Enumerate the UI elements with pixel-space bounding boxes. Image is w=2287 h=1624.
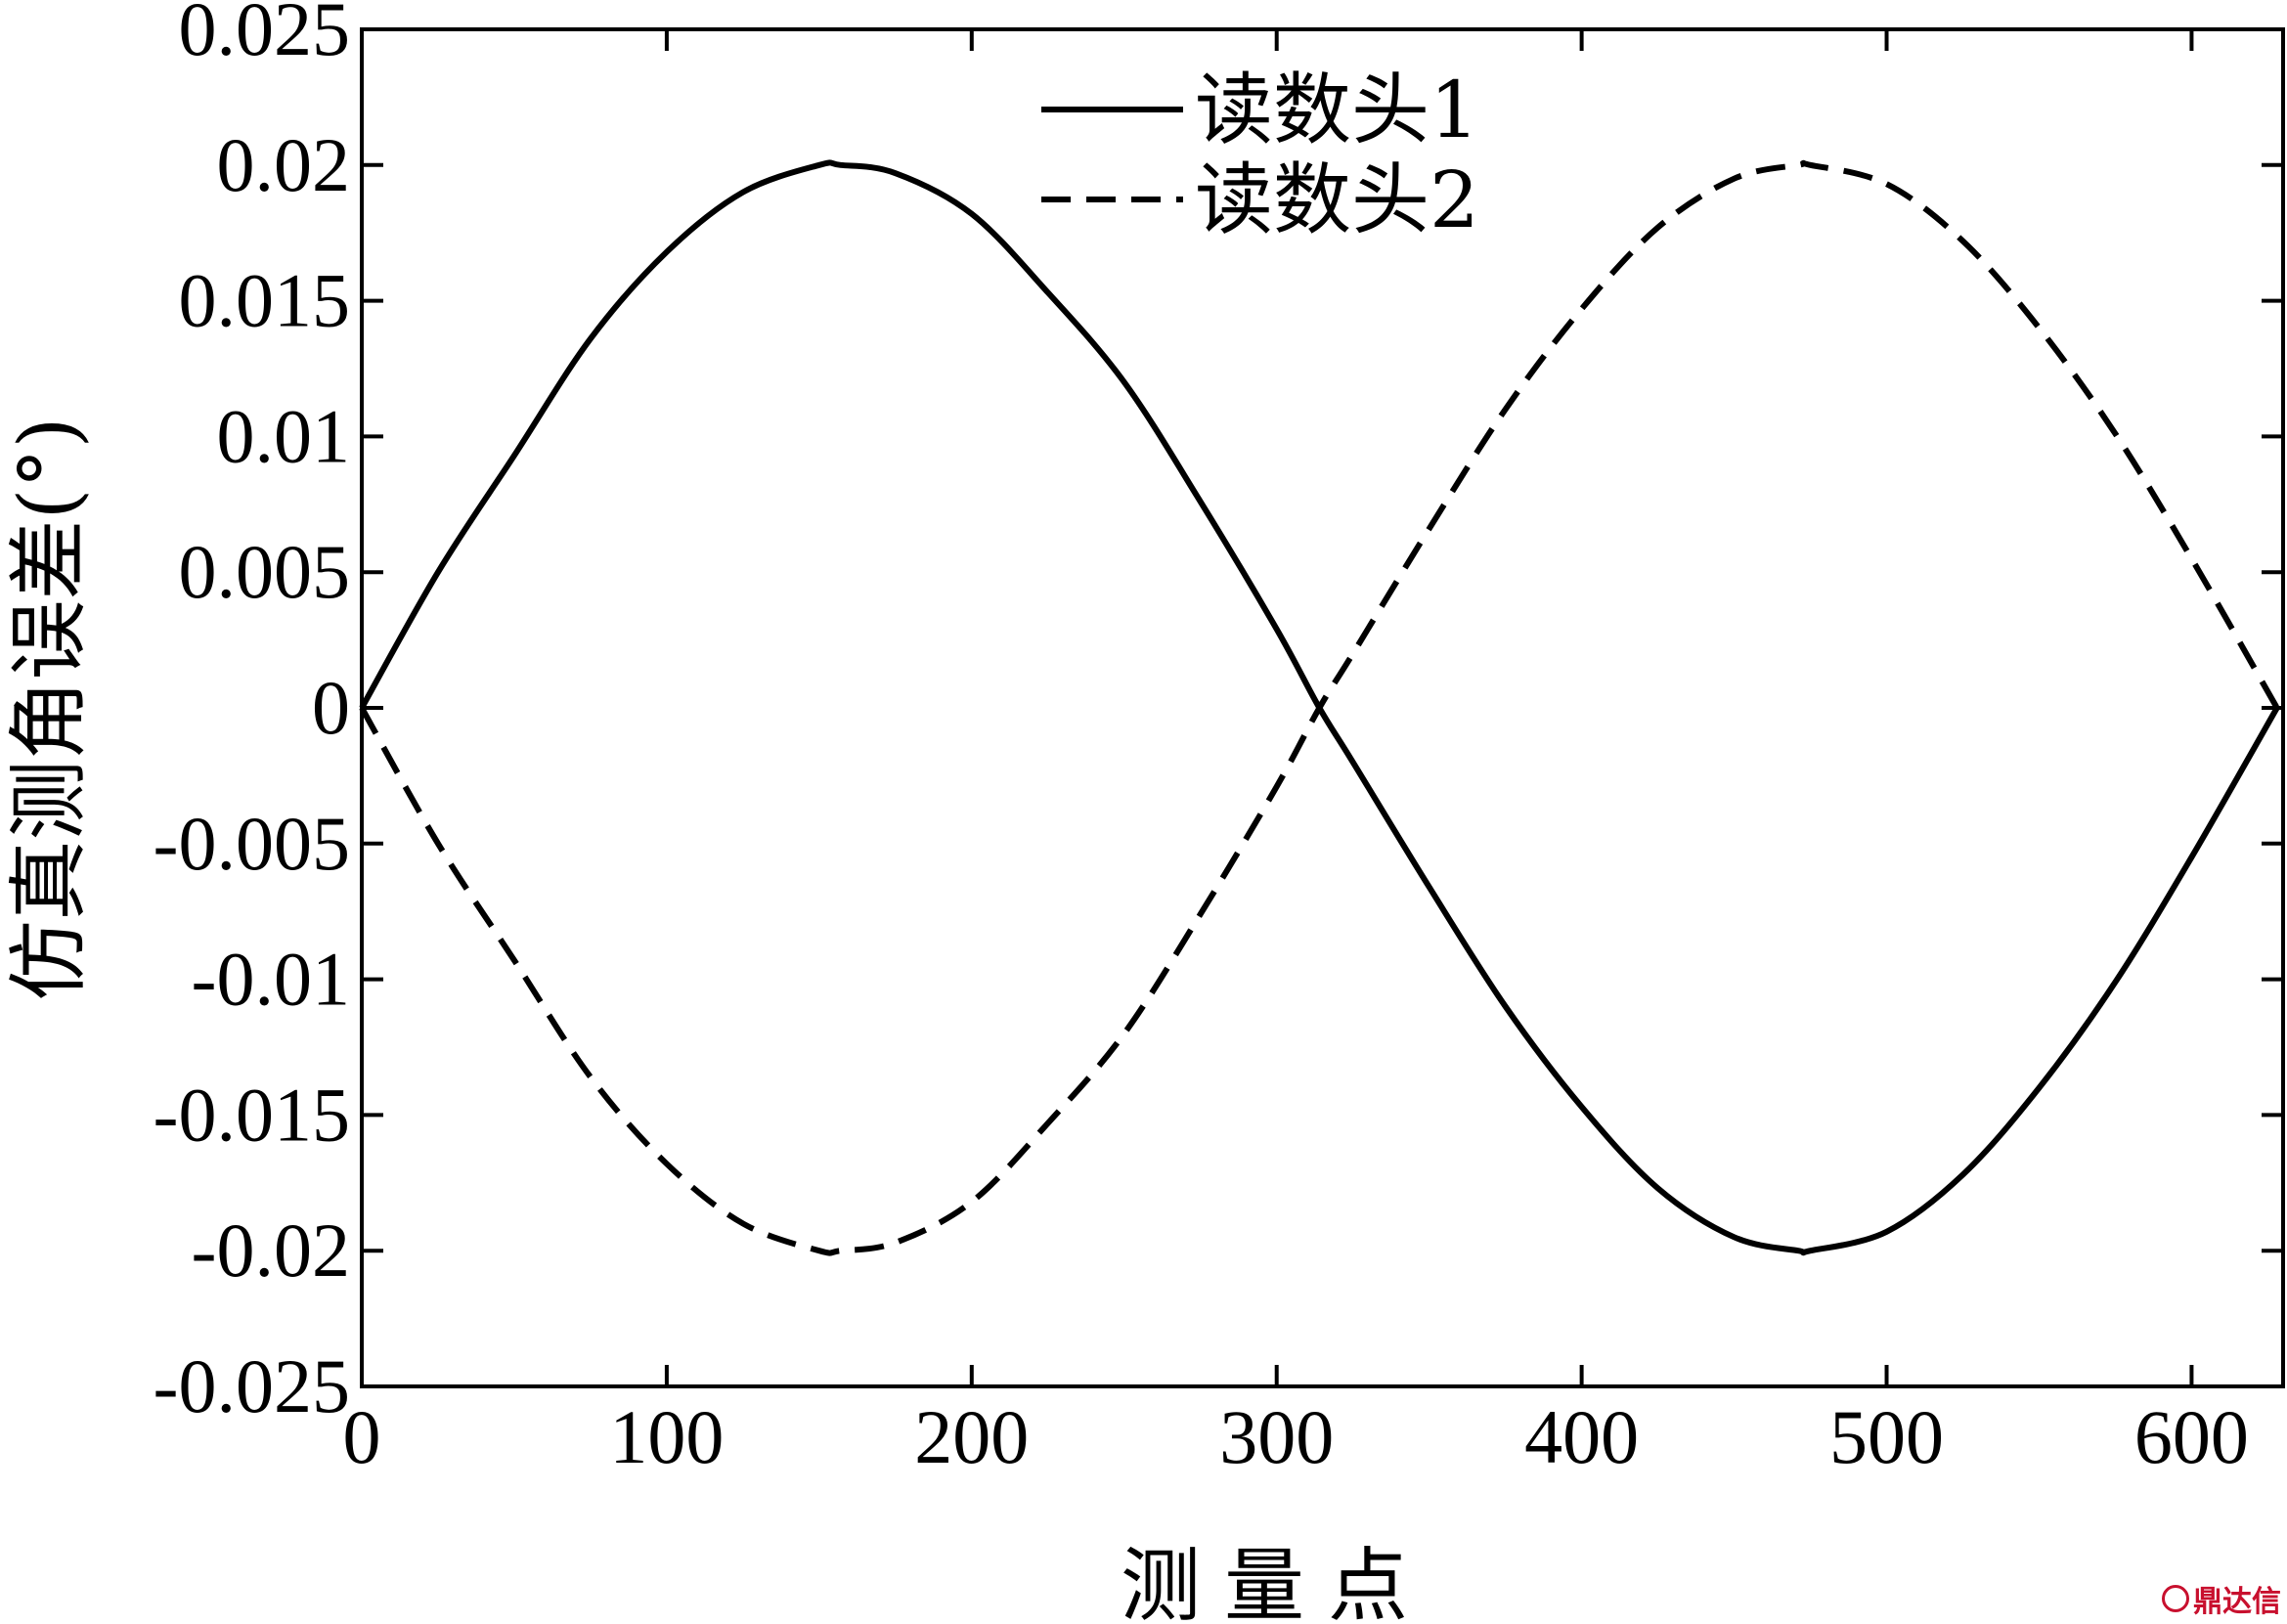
x-tick-label: 300 xyxy=(1219,1394,1334,1479)
watermark-text: 鼎达信 xyxy=(2193,1585,2281,1619)
y-tick-label: 0.005 xyxy=(179,529,351,614)
series-line-2 xyxy=(359,159,2280,1256)
logo-circle-icon xyxy=(2162,1585,2189,1612)
y-tick-label: -0.015 xyxy=(154,1072,350,1157)
legend-label-2: 读数头2 xyxy=(1195,154,1479,245)
x-tick-label: 400 xyxy=(1524,1394,1639,1479)
y-axis-title: 仿真测角误差(°) xyxy=(3,417,96,1001)
y-tick-label: -0.01 xyxy=(192,937,350,1022)
y-tick-label: -0.02 xyxy=(192,1207,350,1293)
x-tick-label: 600 xyxy=(2134,1394,2249,1479)
x-tick-label: 200 xyxy=(914,1394,1029,1479)
y-tick-label: 0.01 xyxy=(217,393,351,478)
x-tick-label: 0 xyxy=(343,1394,381,1479)
watermark: 鼎达信 xyxy=(2162,1577,2281,1620)
y-tick-label: -0.025 xyxy=(154,1343,350,1428)
series-layer xyxy=(359,159,2280,1256)
x-tick-label: 100 xyxy=(609,1394,724,1479)
x-tick-label: 500 xyxy=(1829,1394,1944,1479)
series-line-1 xyxy=(359,159,2280,1256)
y-tick-label: 0.02 xyxy=(217,122,351,207)
y-tick-label: -0.005 xyxy=(154,801,350,886)
legend-label-1: 读数头1 xyxy=(1195,65,1479,155)
y-tick-label: 0.025 xyxy=(179,0,351,71)
x-axis-title: 测量点 xyxy=(1121,1540,1431,1624)
y-tick-label: 0 xyxy=(312,665,350,750)
x-axis: 0 100 200 300 400 500 600 xyxy=(343,29,2249,1479)
y-axis: 0.025 0.02 0.015 0.01 0.005 0 -0.005 -0.01 -0.01… xyxy=(154,0,2283,1428)
y-tick-label: 0.015 xyxy=(179,258,351,343)
